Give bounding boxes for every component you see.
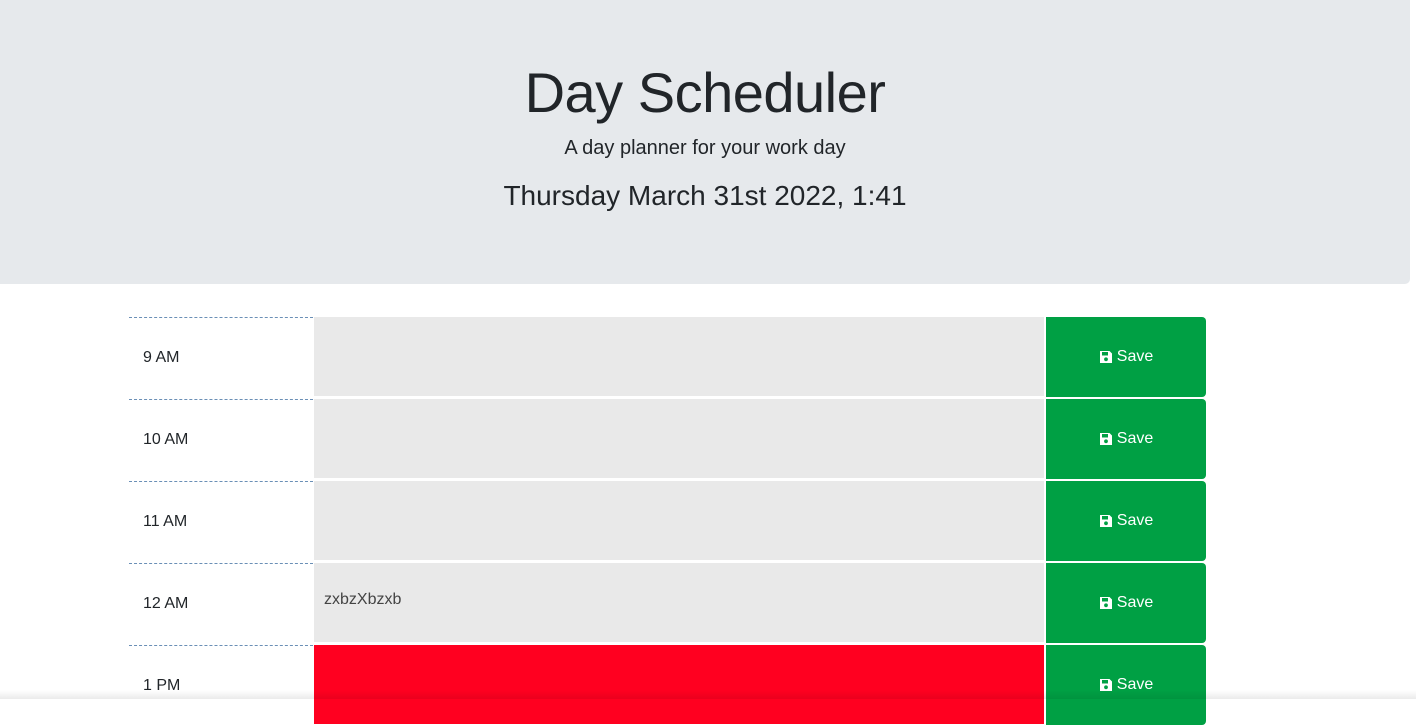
event-description-input[interactable] <box>314 317 1044 397</box>
time-block-10am: 10 AM Save <box>129 399 1207 481</box>
save-button-label: Save <box>1116 348 1154 365</box>
current-day: Thursday March 31st 2022, 1:41 <box>503 180 907 211</box>
event-description-input[interactable] <box>314 645 1044 725</box>
page-title: Day Scheduler <box>524 61 886 124</box>
save-icon <box>1099 432 1113 446</box>
save-button[interactable]: Save <box>1046 645 1206 725</box>
hour-label: 12 AM <box>129 563 313 643</box>
save-icon <box>1099 596 1113 610</box>
hour-label: 10 AM <box>129 399 313 479</box>
save-button[interactable]: Save <box>1046 481 1206 561</box>
time-block-11am: 11 AM Save <box>129 481 1207 563</box>
save-button-label: Save <box>1116 676 1154 693</box>
scrollbar-track <box>1410 0 1416 699</box>
header-jumbotron: Day Scheduler A day planner for your wor… <box>0 0 1410 284</box>
hour-label: 11 AM <box>129 481 313 561</box>
hour-label: 1 PM <box>129 645 313 725</box>
event-description-input[interactable]: zxbzXbzxb <box>314 563 1044 643</box>
hour-label: 9 AM <box>129 317 313 397</box>
time-block-1pm: 1 PM Save <box>129 645 1207 727</box>
save-icon <box>1099 678 1113 692</box>
save-button-label: Save <box>1116 430 1154 447</box>
schedule-container: 9 AM Save 10 AM Save 11 AM Save 12 <box>129 317 1207 727</box>
save-icon <box>1099 514 1113 528</box>
save-button-label: Save <box>1116 594 1154 611</box>
save-button-label: Save <box>1116 512 1154 529</box>
save-button[interactable]: Save <box>1046 399 1206 479</box>
save-button[interactable]: Save <box>1046 563 1206 643</box>
event-description-input[interactable] <box>314 399 1044 479</box>
event-description-input[interactable] <box>314 481 1044 561</box>
page-subtitle: A day planner for your work day <box>564 137 846 159</box>
time-block-9am: 9 AM Save <box>129 317 1207 399</box>
save-icon <box>1099 350 1113 364</box>
save-button[interactable]: Save <box>1046 317 1206 397</box>
time-block-12am: 12 AM zxbzXbzxb Save <box>129 563 1207 645</box>
